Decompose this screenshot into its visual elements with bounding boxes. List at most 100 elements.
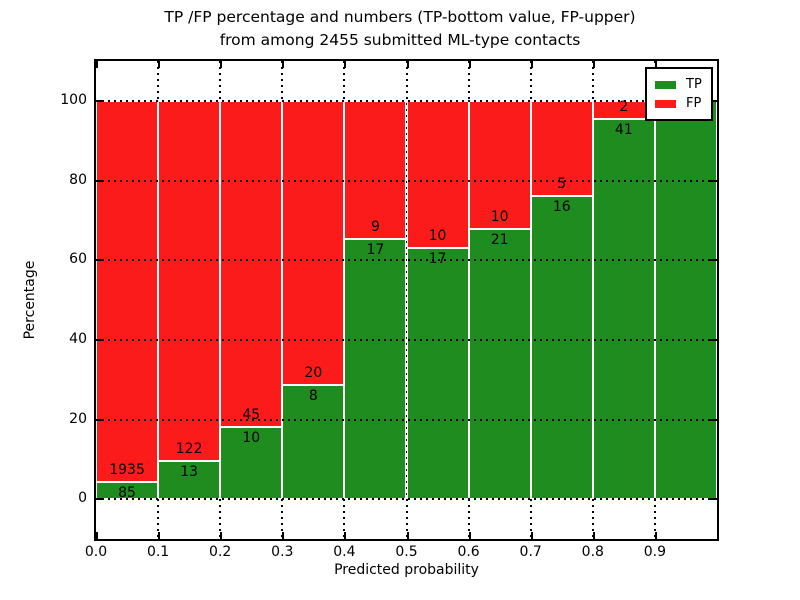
x-tick-mark xyxy=(654,532,657,539)
x-tick-mark xyxy=(96,532,98,539)
bar-segment-fp xyxy=(158,100,221,461)
bar-segment-fp xyxy=(96,100,159,483)
bar-label-fp: 1935 xyxy=(109,462,145,479)
x-tick-mark xyxy=(406,532,409,539)
bar-segment-fp xyxy=(344,100,407,239)
x-tick-mark xyxy=(468,532,471,539)
horizontal-gridline xyxy=(96,179,717,182)
horizontal-gridline xyxy=(96,338,717,341)
x-tick-mark xyxy=(592,61,595,68)
bar-label-tp: 17 xyxy=(366,241,385,258)
x-tick-mark xyxy=(530,532,533,539)
x-tick-label: 0.1 xyxy=(146,544,170,560)
x-tick-mark xyxy=(96,61,98,68)
bar-label-fp: 9 xyxy=(370,218,380,235)
bar-label-fp: 10 xyxy=(490,209,509,226)
bar-segment-fp xyxy=(406,100,469,249)
legend: TP FP xyxy=(645,67,713,121)
x-tick-mark xyxy=(654,61,657,68)
bar-segment-tp xyxy=(654,100,717,500)
bar-label-fp: 10 xyxy=(428,228,447,245)
bar-label-tp: 21 xyxy=(490,232,509,249)
bar-segment-tp xyxy=(282,385,345,500)
horizontal-gridline xyxy=(96,99,717,102)
bar-label-fp: 45 xyxy=(242,406,261,423)
bar-segment-tp xyxy=(468,229,531,500)
bar-label-fp: 20 xyxy=(304,365,323,382)
y-tick-mark xyxy=(710,179,717,182)
horizontal-gridline xyxy=(96,498,717,501)
y-tick-mark xyxy=(710,418,717,421)
x-tick-mark xyxy=(158,532,161,539)
bar-label-tp: 85 xyxy=(118,485,136,502)
fp-swatch-icon xyxy=(655,99,676,108)
y-tick-mark xyxy=(710,99,717,102)
x-axis-label: Predicted probability xyxy=(334,562,479,578)
horizontal-gridline xyxy=(96,259,717,262)
x-tick-label: 0.5 xyxy=(395,544,418,560)
y-tick-label: 60 xyxy=(69,251,87,268)
bar-segment-tp xyxy=(220,426,283,500)
y-tick-mark xyxy=(96,338,103,341)
y-axis-label: Percentage xyxy=(22,260,38,340)
x-tick-mark xyxy=(282,61,285,68)
y-tick-mark xyxy=(96,259,103,262)
x-tick-label: 0.2 xyxy=(209,544,232,560)
chart-title: TP /FP percentage and numbers (TP-bottom… xyxy=(0,6,800,52)
legend-item-fp: FP xyxy=(655,95,702,112)
x-tick-mark xyxy=(344,61,347,68)
bar-segment-fp xyxy=(468,100,531,230)
x-tick-mark xyxy=(468,61,471,68)
bar-segment-tp xyxy=(592,119,655,500)
x-tick-mark xyxy=(220,532,223,539)
y-tick-label: 0 xyxy=(78,490,87,507)
x-tick-label: 0.3 xyxy=(271,544,294,560)
plot-area: TP FP 85 1935 13 122 10 45 8 20 17 9 17 10 21 10 16 5 41… xyxy=(94,59,719,541)
x-tick-label: 0.6 xyxy=(457,544,480,560)
bar-label-tp: 17 xyxy=(428,251,447,268)
x-tick-mark xyxy=(344,532,347,539)
x-tick-mark xyxy=(220,61,223,68)
chart-title-line2: from among 2455 submitted ML-type contac… xyxy=(219,31,581,49)
legend-label-tp: TP xyxy=(686,77,702,92)
horizontal-gridline xyxy=(96,418,717,421)
bar-label-tp: 8 xyxy=(308,388,318,405)
x-tick-label: 0.4 xyxy=(333,544,356,560)
bar-label-fp: 2 xyxy=(619,99,629,116)
x-tick-mark xyxy=(592,532,595,539)
y-tick-mark xyxy=(96,498,103,501)
bar-segment-tp xyxy=(344,238,407,500)
y-tick-mark xyxy=(710,259,717,262)
bar-segment-fp xyxy=(282,100,345,386)
x-tick-label: 0.9 xyxy=(643,544,667,560)
x-tick-mark xyxy=(158,61,161,68)
x-tick-mark xyxy=(282,532,285,539)
tp-swatch-icon xyxy=(655,80,676,89)
legend-label-fp: FP xyxy=(686,96,702,111)
y-tick-mark xyxy=(710,338,717,341)
bar-segment-tp xyxy=(406,248,469,500)
y-tick-mark xyxy=(96,179,103,182)
y-tick-mark xyxy=(710,498,717,501)
x-tick-mark xyxy=(406,61,409,68)
x-tick-label: 0.8 xyxy=(581,544,604,560)
legend-item-tp: TP xyxy=(655,76,702,93)
y-tick-label: 20 xyxy=(69,410,87,427)
y-tick-label: 40 xyxy=(69,330,87,347)
chart-title-line1: TP /FP percentage and numbers (TP-bottom… xyxy=(164,8,636,26)
bar-label-tp: 41 xyxy=(614,122,633,139)
bar-label-fp: 5 xyxy=(557,175,567,192)
bar-label-tp: 13 xyxy=(180,463,199,480)
x-tick-mark xyxy=(530,61,533,68)
x-tick-label: 0.7 xyxy=(519,544,542,560)
x-tick-label: 0.0 xyxy=(84,544,108,560)
bar-label-tp: 10 xyxy=(242,429,261,446)
bar-label-tp: 16 xyxy=(552,198,571,215)
bar-label-fp: 122 xyxy=(175,440,203,457)
y-tick-mark xyxy=(96,418,103,421)
y-tick-label: 80 xyxy=(69,171,87,188)
bar-segment-fp xyxy=(220,100,283,427)
y-tick-label: 100 xyxy=(60,91,87,108)
y-tick-mark xyxy=(96,99,103,102)
